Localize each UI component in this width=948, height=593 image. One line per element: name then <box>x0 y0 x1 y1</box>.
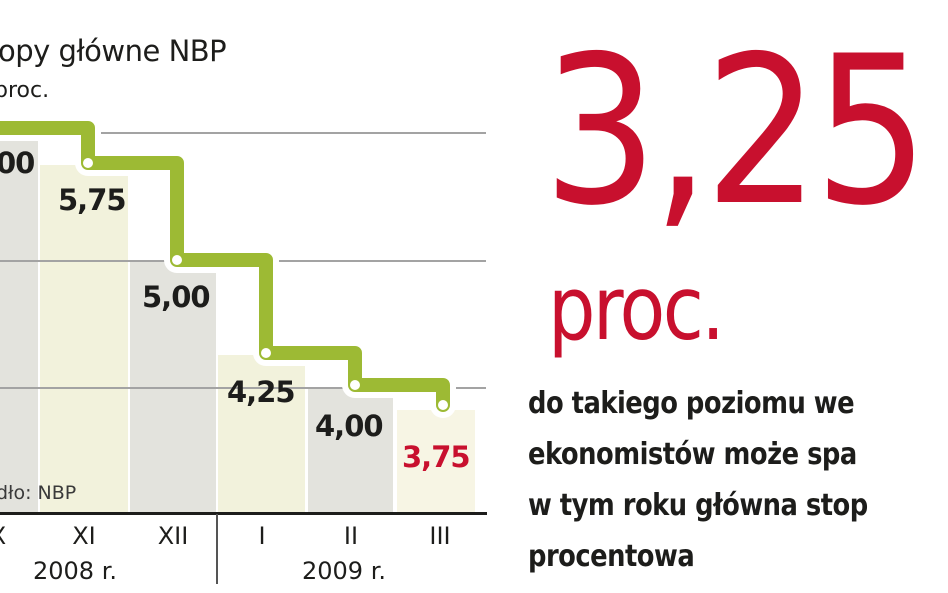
column-XI <box>40 165 128 513</box>
month-label-III: III <box>429 522 451 550</box>
description-line: procentowa <box>528 539 695 574</box>
value-label-III: 3,75 <box>402 440 471 474</box>
month-label-I: I <box>258 522 266 550</box>
step-line <box>0 115 456 418</box>
x-axis-baseline <box>0 512 487 515</box>
data-point <box>261 348 271 358</box>
month-label-II: II <box>343 522 359 550</box>
gridline <box>0 387 486 389</box>
year-label-2008: 2008 r. <box>33 557 117 585</box>
column-X <box>0 140 38 513</box>
chart-title: opy główne NBP <box>0 34 227 68</box>
description-line: do takiego poziomu we <box>528 386 855 421</box>
value-label-XII: 5,00 <box>142 280 211 314</box>
value-label-II: 4,00 <box>315 409 384 443</box>
value-label-X: 00 <box>0 146 35 180</box>
data-point <box>350 380 360 390</box>
month-label-XII: XII <box>157 522 189 550</box>
data-point <box>438 400 448 410</box>
data-point <box>172 255 182 265</box>
description-line: ekonomistów może spa <box>528 437 857 472</box>
column-I <box>218 355 305 513</box>
gridline <box>96 132 486 134</box>
year-divider <box>216 514 218 584</box>
year-label-2009: 2009 r. <box>302 557 386 585</box>
column-III <box>397 410 475 513</box>
chart-unit-label: proc. <box>0 78 50 103</box>
headline-unit: proc. <box>548 257 725 360</box>
column-II <box>308 387 393 513</box>
month-label-X: X <box>0 522 38 550</box>
data-point <box>83 158 93 168</box>
headline-value: 3,25 <box>543 13 929 251</box>
value-label-I: 4,25 <box>227 375 296 409</box>
value-label-XI: 5,75 <box>58 183 127 217</box>
month-label-XI: XI <box>72 522 96 550</box>
description-line: w tym roku główna stop <box>528 488 868 523</box>
source-label: dło: NBP <box>0 482 77 504</box>
headline-description: do takiego poziomu we ekonomistów może s… <box>528 378 868 582</box>
